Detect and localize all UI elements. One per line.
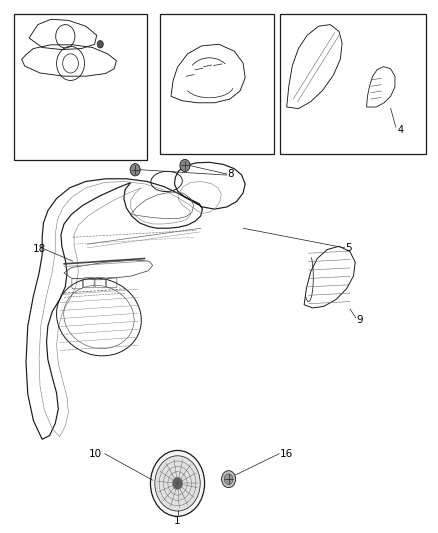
Circle shape [130,164,140,176]
Circle shape [97,41,103,48]
Circle shape [224,474,233,484]
Bar [14,14,147,160]
Circle shape [155,456,200,511]
Text: 4: 4 [397,125,403,135]
Text: 9: 9 [357,314,363,325]
Text: 1: 1 [174,515,181,526]
Circle shape [180,159,190,172]
Bar [280,14,426,154]
Text: 5: 5 [346,243,352,253]
Text: 16: 16 [280,449,293,458]
Text: 8: 8 [228,169,234,179]
Text: 10: 10 [89,449,102,458]
Circle shape [173,478,182,489]
Circle shape [222,471,236,488]
Circle shape [150,450,205,516]
Bar [160,14,274,154]
Text: 18: 18 [32,245,46,254]
